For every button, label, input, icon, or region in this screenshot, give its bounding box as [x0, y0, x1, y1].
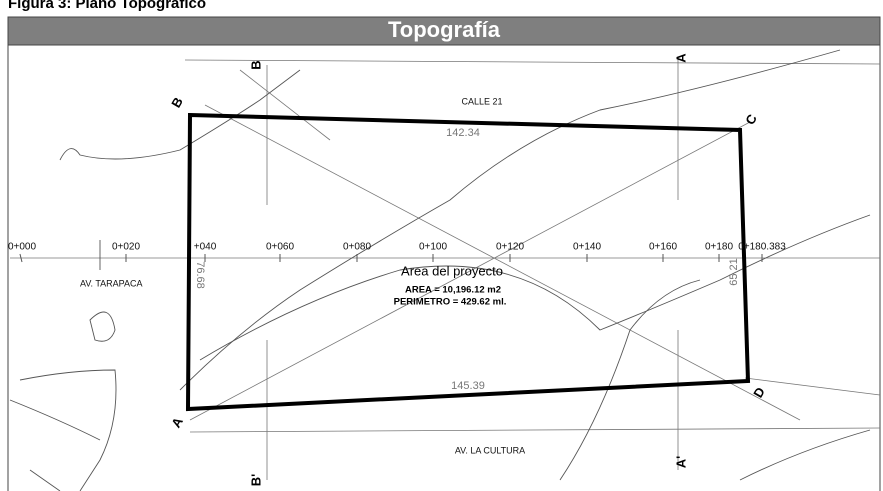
- chainage-label: 0+180: [705, 242, 734, 253]
- project-title: Area del proyecto: [401, 263, 503, 278]
- section-label: B': [248, 474, 263, 486]
- section-label: A: [673, 53, 688, 63]
- side-length: 76.68: [194, 261, 206, 289]
- project-area: AREA = 10,196.12 m2: [405, 285, 501, 296]
- chainage-label: 0+140: [573, 242, 602, 253]
- project-boundary: [185, 112, 751, 412]
- chainage-label: 0+000: [8, 242, 37, 253]
- chainage-tick: [19, 253, 23, 263]
- chainage-label: 0+080: [343, 242, 372, 253]
- project-perimeter: PERIMETRO = 429.62 ml.: [394, 297, 507, 308]
- chainage-label: 0+120: [496, 242, 525, 253]
- chainage-label: 0+020: [112, 242, 141, 253]
- section-label: B: [248, 60, 263, 69]
- chainage-label: +040: [194, 242, 217, 253]
- header-band: [7, 16, 881, 46]
- header-title: Topografía: [388, 17, 501, 42]
- chainage-label: 0+180.383: [738, 242, 786, 253]
- side-length: 145.39: [451, 380, 485, 392]
- chainage-label: 0+060: [266, 242, 295, 253]
- street-label: CALLE 21: [461, 96, 502, 106]
- map-frame: [7, 44, 881, 491]
- section-label: A': [673, 456, 688, 468]
- side-length: 142.34: [446, 127, 480, 139]
- map-lines: [9, 49, 881, 491]
- chainage-label: 0+100: [419, 242, 448, 253]
- chainage-label: 0+160: [649, 242, 678, 253]
- chainage-labels: 0+000 0+020 +040 0+060 0+080 0+100 0+120 0+140 0…: [8, 242, 786, 263]
- street-label: AV. TARAPACA: [80, 278, 143, 288]
- side-length: 65.21: [728, 258, 740, 286]
- caption: Figura 3: Plano Topográfico: [8, 0, 206, 12]
- street-label: AV. LA CULTURA: [455, 445, 525, 455]
